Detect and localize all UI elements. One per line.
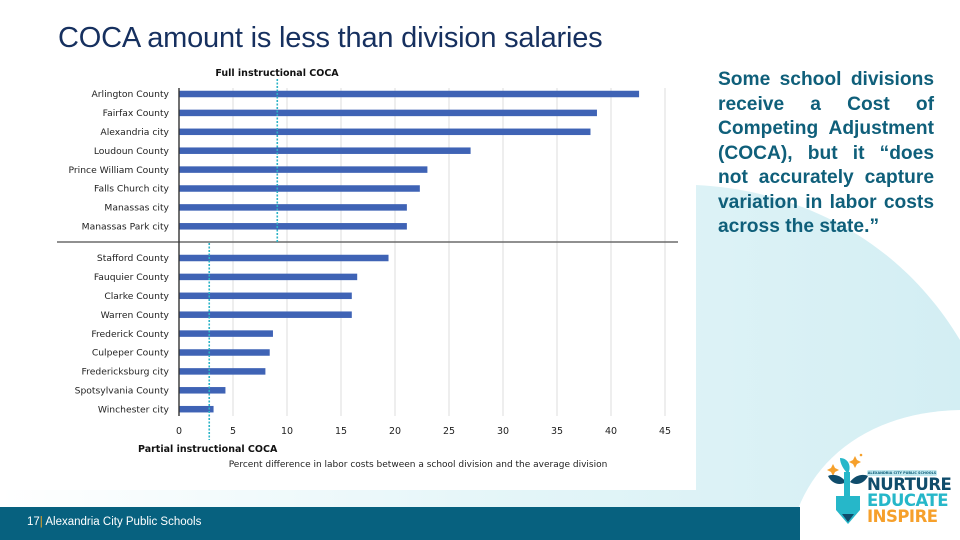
footer-text: 17| Alexandria City Public Schools (27, 516, 201, 528)
category-label: Loudoun County (94, 146, 170, 157)
bar (179, 387, 226, 394)
x-tick-label: 0 (176, 426, 182, 437)
partial-coca-annotation: Partial instructional COCA (138, 444, 278, 455)
category-label: Culpeper County (92, 348, 170, 359)
x-tick-label: 5 (230, 426, 236, 437)
footer-bar (0, 507, 800, 540)
bar (179, 109, 597, 117)
category-label: Manassas city (104, 203, 169, 214)
category-label: Alexandria city (100, 127, 169, 138)
category-label: Manassas Park city (82, 222, 170, 233)
bar (179, 405, 214, 413)
x-tick-label: 30 (497, 426, 509, 437)
x-tick-label: 35 (551, 426, 563, 437)
x-tick-label: 10 (281, 426, 293, 437)
bar (179, 185, 420, 192)
x-tick-label: 15 (335, 426, 347, 437)
bar (179, 311, 352, 318)
bar (179, 273, 358, 281)
category-label: Winchester city (98, 404, 170, 415)
bar (179, 90, 640, 98)
category-label: Falls Church city (94, 184, 170, 195)
x-axis-label: Percent difference in labor costs betwee… (229, 460, 608, 470)
bar (179, 147, 471, 154)
x-tick-label: 25 (443, 426, 455, 437)
bar (179, 349, 270, 356)
footer-org-name: Alexandria City Public Schools (42, 516, 202, 528)
category-label: Fredericksburg city (82, 367, 170, 378)
category-label: Fairfax County (103, 108, 170, 119)
bar (179, 254, 389, 262)
category-label: Arlington County (91, 89, 169, 100)
logo-sparkle-icon (827, 464, 839, 476)
page-number: 17 (27, 516, 40, 528)
bar (179, 292, 352, 300)
x-tick-label: 20 (389, 426, 401, 437)
swoosh-shape (0, 185, 960, 540)
category-label: Frederick County (91, 329, 169, 340)
slide-title: COCA amount is less than division salari… (58, 22, 603, 54)
bar (179, 204, 407, 211)
category-label: Clarke County (104, 291, 169, 302)
full-coca-annotation: Full instructional COCA (215, 68, 339, 79)
logo-nurture: NURTURE (867, 475, 952, 494)
bar (179, 368, 266, 375)
footer-separator: | (39, 516, 43, 528)
bar (179, 330, 273, 337)
logo-leaf-left-2 (828, 474, 846, 484)
logo-leaf-left (840, 458, 850, 474)
logo-educate: EDUCATE (867, 491, 949, 510)
category-label: Prince William County (69, 165, 170, 176)
logo-pencil (836, 496, 860, 524)
logo-inspire: INSPIRE (867, 507, 938, 526)
logo-icon (827, 453, 868, 524)
x-tick-label: 40 (605, 426, 617, 437)
logo-small-text: ALEXANDRIA CITY PUBLIC SCHOOLS (867, 470, 937, 476)
category-label: Fauquier County (94, 272, 170, 283)
category-label: Stafford County (97, 253, 170, 264)
bar (179, 223, 407, 230)
logo: ALEXANDRIA CITY PUBLIC SCHOOLS NURTURE E… (826, 452, 952, 532)
category-label: Warren County (101, 310, 170, 321)
bar (179, 166, 428, 173)
logo-sparkle-icon-2 (849, 456, 861, 468)
category-label: Spotsylvania County (75, 386, 170, 397)
bar (179, 128, 591, 136)
side-text-quote: Some school divisions receive a Cost of … (718, 69, 934, 237)
logo-leaf-right (850, 474, 868, 484)
x-tick-label: 45 (659, 426, 671, 437)
